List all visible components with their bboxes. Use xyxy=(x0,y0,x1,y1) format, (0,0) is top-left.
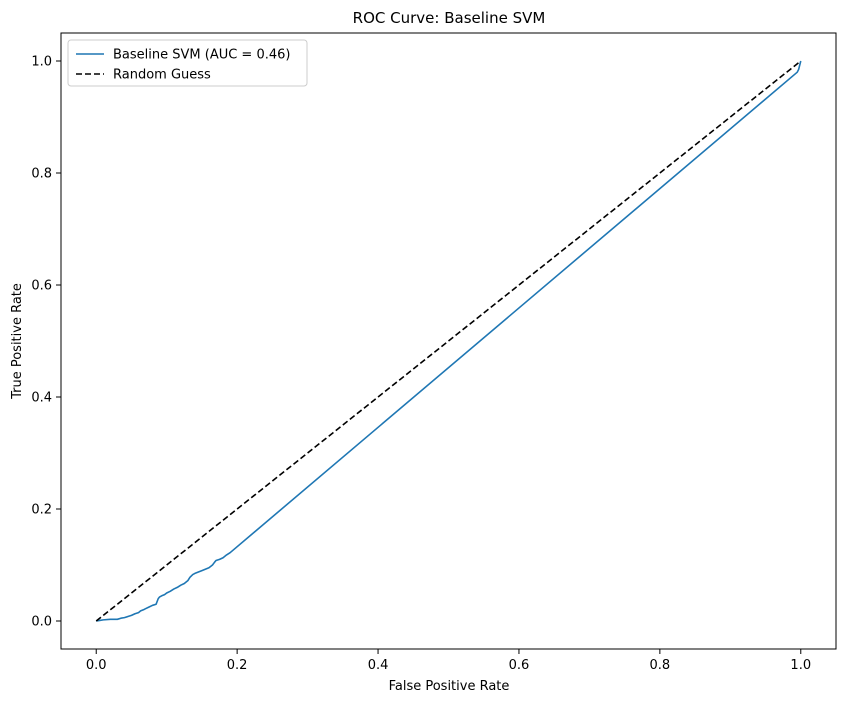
chart-title: ROC Curve: Baseline SVM xyxy=(353,9,546,27)
x-tick-label: 0.2 xyxy=(227,658,248,673)
legend-label: Baseline SVM (AUC = 0.46) xyxy=(113,48,290,63)
y-tick-label: 0.4 xyxy=(31,391,52,406)
x-tick-label: 0.4 xyxy=(368,658,389,673)
legend-label: Random Guess xyxy=(113,68,211,83)
x-tick-label: 0.0 xyxy=(86,658,107,673)
y-tick-label: 0.2 xyxy=(31,503,52,518)
y-tick-label: 1.0 xyxy=(31,55,52,70)
axes-frame xyxy=(60,32,837,650)
y-tick-label: 0.0 xyxy=(31,615,52,630)
x-tick-label: 0.8 xyxy=(650,658,671,673)
legend-box xyxy=(67,39,308,87)
y-tick-label: 0.8 xyxy=(31,167,52,182)
series-line-random-guess xyxy=(95,60,802,622)
series-line-baseline-svm xyxy=(96,60,802,622)
x-tick-label: 1.0 xyxy=(790,658,811,673)
plot-area: 0.0 0.2 0.4 0.6 0.8 1.0 0.0 0.2 0.4 0.6 0.8 1.0 Base… xyxy=(31,32,837,673)
y-axis-label: True Positive Rate xyxy=(10,283,25,400)
x-tick-label: 0.6 xyxy=(509,658,530,673)
x-axis-label: False Positive Rate xyxy=(389,679,510,694)
y-tick-label: 0.6 xyxy=(31,279,52,294)
